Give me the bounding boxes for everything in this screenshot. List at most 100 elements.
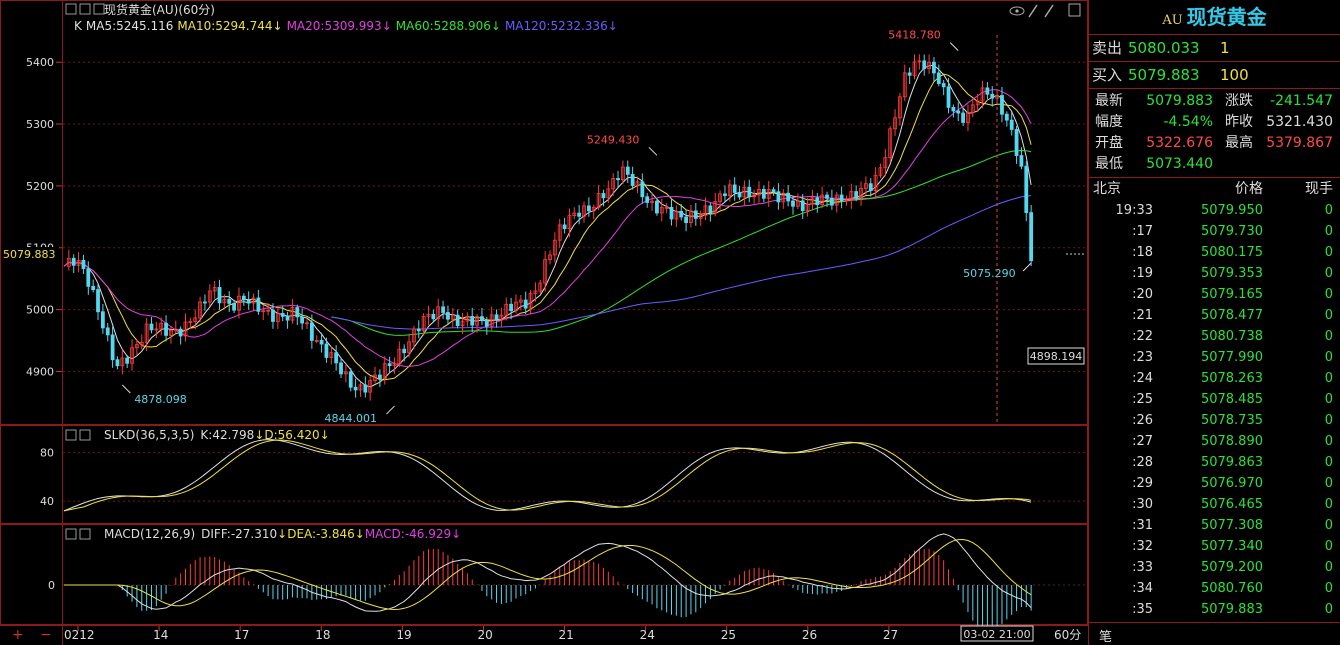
zoom-out-button[interactable]: − (40, 627, 52, 643)
candle-body (873, 174, 878, 191)
annotation-label: 5418.780 (888, 29, 941, 42)
slkd-expand-icon[interactable] (65, 429, 77, 441)
candle-body (183, 321, 188, 337)
candle-body (377, 374, 382, 380)
window-icon[interactable] (1068, 3, 1081, 17)
candle-body (543, 259, 548, 284)
x-tick-label: 18 (315, 628, 330, 642)
candle-body (752, 194, 757, 198)
candle-body (727, 184, 732, 197)
candle-body (655, 200, 659, 214)
x-tick-label: 0212 (64, 628, 95, 642)
stats-cell: 5073.440 (1146, 156, 1213, 172)
macd-line (64, 533, 1032, 612)
tab-trades[interactable]: 笔 (1099, 630, 1113, 645)
candle-body (548, 254, 552, 260)
candle-body (601, 193, 606, 199)
x-tick-label: 14 (153, 628, 168, 642)
tick-row: :26 5078.735 0 (1089, 410, 1340, 431)
candle-body (771, 189, 776, 193)
candle-body (105, 327, 110, 336)
tick-cell-v: 0 (1324, 287, 1333, 302)
candle-body (319, 339, 324, 345)
y-tick-label: 4900 (26, 365, 54, 378)
svg-text:03-02 21:00: 03-02 21:00 (963, 628, 1030, 641)
x-tick-label: 24 (640, 628, 655, 642)
candle-body (859, 187, 863, 199)
ma-line (63, 64, 1032, 388)
edit-alt-icon[interactable] (1044, 4, 1054, 18)
candle-body (518, 299, 523, 303)
tick-row: 19:33 5079.950 0 (1089, 200, 1340, 221)
stats-cell (1213, 154, 1253, 175)
candle-body (426, 313, 431, 317)
tick-cell-t: :25 (1132, 392, 1153, 407)
tick-cell-p: 5078.735 (1200, 413, 1263, 428)
tick-row: :31 5077.308 0 (1089, 515, 1340, 536)
tick-cell-t: :31 (1132, 518, 1153, 533)
candle-body (975, 100, 980, 106)
candle-body (1024, 165, 1029, 214)
sell-row[interactable]: 卖出 5080.033 1 (1089, 35, 1340, 62)
candle-body (222, 299, 227, 304)
x-tick-label: 21 (559, 628, 574, 642)
candle-body (139, 341, 144, 346)
timeframe-label[interactable]: 60分 (1054, 628, 1081, 642)
candle-body (1009, 119, 1014, 130)
ma-legend-item: MA60:5288.906↓ (396, 19, 501, 33)
slkd-switch-icon[interactable] (79, 429, 91, 441)
expand-icon[interactable] (65, 3, 77, 15)
candle-body (149, 323, 154, 331)
candle-body (1019, 155, 1024, 167)
tick-row: :18 5080.175 0 (1089, 242, 1340, 263)
candle-body (134, 344, 139, 349)
candle-body (416, 328, 421, 332)
sell-price: 5080.033 (1128, 39, 1200, 57)
candle-body (470, 316, 475, 326)
zoom-in-button[interactable]: + (12, 627, 24, 643)
candle-body (100, 311, 105, 329)
candle-body (674, 210, 679, 220)
candle-body (460, 320, 465, 326)
tick-cell-p: 5079.950 (1200, 203, 1263, 218)
x-tick-label: 17 (234, 628, 249, 642)
candle-body (154, 328, 159, 331)
macd-expand-icon[interactable] (65, 528, 77, 540)
annotation-label: 4844.001 (324, 412, 377, 425)
candle-body (616, 178, 620, 181)
tick-row: :28 5079.863 0 (1089, 452, 1340, 473)
candle-body (742, 186, 747, 198)
candle-body (382, 363, 387, 380)
candle-body (902, 72, 907, 98)
macd-switch-icon[interactable] (79, 528, 91, 540)
candle-body (499, 314, 504, 321)
tick-cell-t: :22 (1132, 329, 1153, 344)
candle-body (538, 282, 543, 292)
candle-body (747, 186, 752, 198)
kline-chart[interactable]: 490050005100520053005400 021214171819202… (0, 0, 1088, 645)
x-tick-label: 25 (721, 628, 736, 642)
candle-body (567, 215, 572, 230)
switch-icon[interactable] (79, 3, 91, 15)
tick-row: :34 5080.760 0 (1089, 578, 1340, 599)
candle-body (1004, 113, 1009, 121)
candle-body (805, 203, 810, 211)
candle-body (800, 200, 805, 211)
next-icon[interactable] (93, 3, 105, 15)
tick-cell-t: :32 (1132, 539, 1153, 554)
buy-row[interactable]: 买入 5079.883 100 (1089, 62, 1340, 89)
tick-cell-p: 5079.863 (1200, 455, 1263, 470)
candle-body (825, 194, 829, 199)
tick-cell-t: :20 (1132, 287, 1153, 302)
edit-icon[interactable] (1028, 4, 1038, 18)
tick-cell-p: 5080.760 (1200, 581, 1263, 596)
candle-body (970, 104, 975, 113)
candle-body (640, 181, 645, 198)
candle-body (834, 194, 839, 206)
tick-cell-v: 0 (1324, 203, 1333, 218)
candle-body (829, 197, 834, 206)
eye-icon[interactable] (1009, 6, 1025, 16)
tick-cell-t: :34 (1132, 581, 1153, 596)
y-tick-label: 5300 (26, 118, 54, 131)
macd-y-label: 0 (48, 579, 55, 592)
